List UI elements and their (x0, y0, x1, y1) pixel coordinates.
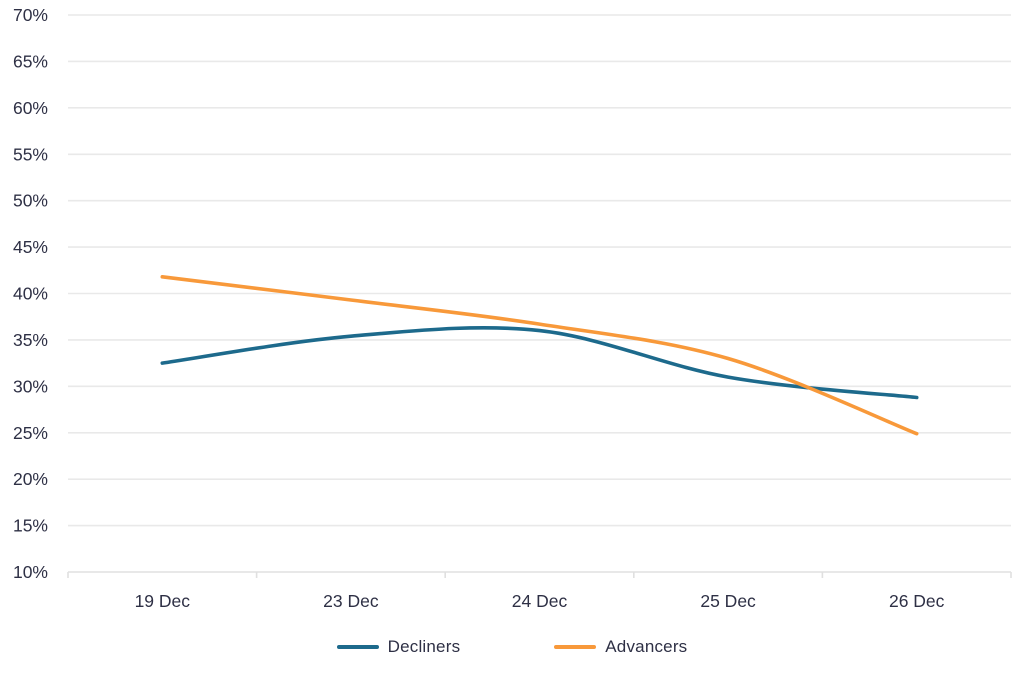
legend-label-advancers: Advancers (605, 637, 688, 656)
series-line-advancers (160, 275, 919, 436)
legend-item-decliners: Decliners (336, 637, 461, 657)
y-axis-label: 40% (13, 284, 48, 304)
y-axis-label: 15% (13, 516, 48, 536)
legend-label-decliners: Decliners (387, 637, 461, 656)
x-axis-label: 25 Dec (700, 591, 756, 611)
legend-item-advancers: Advancers (554, 637, 687, 657)
legend-swatch-advancers (554, 645, 597, 649)
y-axis-label: 65% (13, 51, 48, 71)
y-axis-label: 30% (13, 376, 48, 396)
legend-swatch-decliners (336, 645, 379, 649)
y-axis-label: 35% (13, 330, 48, 350)
chart-legend: Decliners Advancers (0, 626, 1024, 668)
series-line-decliners (160, 325, 919, 400)
x-axis-label: 19 Dec (135, 591, 191, 611)
line-chart: 70% 65% 60% 55% 50% 45% 40% 35% 30% 25% 20% 15% 10% 1… (13, 5, 1012, 611)
y-axis-label: 50% (13, 191, 48, 211)
x-axis-label: 26 Dec (889, 591, 945, 611)
x-axis-label: 24 Dec (512, 591, 568, 611)
y-axis-label: 20% (13, 469, 48, 489)
y-axis-label: 70% (13, 5, 48, 25)
y-axis-label: 10% (13, 562, 48, 582)
y-axis-label: 25% (13, 423, 48, 443)
y-axis-label: 55% (13, 144, 48, 164)
x-axis-label: 23 Dec (323, 591, 379, 611)
y-axis-label: 60% (13, 98, 48, 118)
y-axis-label: 45% (13, 237, 48, 257)
